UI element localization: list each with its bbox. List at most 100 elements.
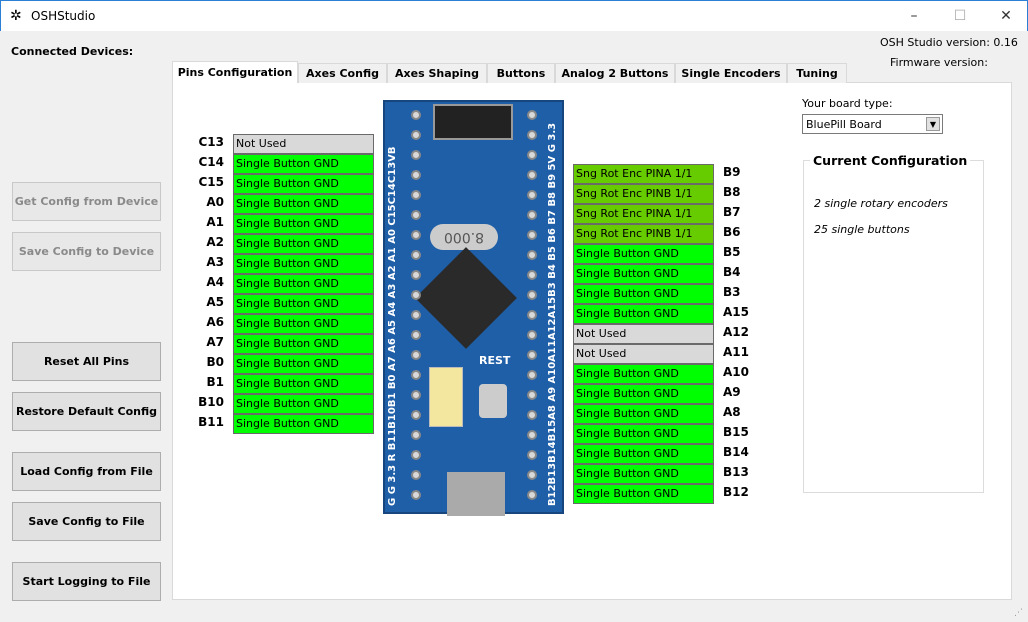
pin-function-select[interactable]: Single Button GND [573, 284, 714, 304]
pin-function-select[interactable]: Single Button GND [233, 294, 374, 314]
reset-silk: REST [479, 354, 511, 367]
pin-hole [411, 350, 421, 360]
pin-function-select[interactable]: Single Button GND [573, 444, 714, 464]
maximize-button[interactable]: ☐ [953, 8, 967, 24]
pin-label: A8 [723, 405, 741, 419]
pin-function-select[interactable]: Single Button GND [573, 404, 714, 424]
tab-analog-2-buttons[interactable]: Analog 2 Buttons [555, 63, 675, 83]
pin-label: A0 [206, 195, 224, 209]
save-config-button[interactable]: Save Config to Device [12, 232, 161, 271]
pin-label: A10 [723, 365, 749, 379]
tab-tuning[interactable]: Tuning [787, 63, 847, 83]
pin-hole [527, 230, 537, 240]
pin-function-select[interactable]: Sng Rot Enc PINB 1/1 [573, 224, 714, 244]
pin-hole [527, 390, 537, 400]
reset-pins-button[interactable]: Reset All Pins [12, 342, 161, 381]
board-type-select[interactable]: BluePill Board ▼ [802, 114, 943, 134]
pin-function-select[interactable]: Single Button GND [233, 334, 374, 354]
pin-label: A1 [206, 215, 224, 229]
header-pins [433, 104, 513, 140]
right-silkscreen: B12B13B14B15A8 A9 A10A11A12A15B3 B4 B5 B… [547, 122, 558, 506]
pin-function-select[interactable]: Sng Rot Enc PINA 1/1 [573, 204, 714, 224]
pin-label: B8 [723, 185, 741, 199]
pin-function-select[interactable]: Not Used [573, 324, 714, 344]
window-title: OSHStudio [31, 9, 96, 23]
pin-function-select[interactable]: Single Button GND [573, 384, 714, 404]
pin-label: B7 [723, 205, 741, 219]
pin-function-select[interactable]: Single Button GND [233, 414, 374, 434]
pin-function-select[interactable]: Single Button GND [233, 394, 374, 414]
pin-hole [411, 390, 421, 400]
pin-hole [411, 370, 421, 380]
pin-function-select[interactable]: Not Used [233, 134, 374, 154]
restore-default-button[interactable]: Restore Default Config [12, 392, 161, 431]
board-type-value: BluePill Board [806, 118, 882, 131]
resize-grip[interactable]: ⋰ [1014, 608, 1023, 618]
pin-label: A11 [723, 345, 749, 359]
pin-function-select[interactable]: Single Button GND [233, 214, 374, 234]
pin-function-select[interactable]: Single Button GND [573, 484, 714, 504]
pin-hole [527, 250, 537, 260]
pin-label: A2 [206, 235, 224, 249]
pin-function-select[interactable]: Sng Rot Enc PINB 1/1 [573, 184, 714, 204]
pin-hole [527, 350, 537, 360]
pin-function-select[interactable]: Single Button GND [233, 254, 374, 274]
pin-function-select[interactable]: Single Button GND [573, 464, 714, 484]
pin-hole [527, 430, 537, 440]
pin-function-select[interactable]: Single Button GND [233, 374, 374, 394]
pin-label: B1 [206, 375, 225, 389]
crystal: 8.000 [430, 224, 498, 250]
pin-hole [411, 410, 421, 420]
save-file-button[interactable]: Save Config to File [12, 502, 161, 541]
pin-function-select[interactable]: Single Button GND [573, 244, 714, 264]
pin-function-select[interactable]: Single Button GND [233, 194, 374, 214]
pin-hole [411, 190, 421, 200]
pin-function-select[interactable]: Single Button GND [233, 234, 374, 254]
pin-label: B13 [723, 465, 749, 479]
pin-label: A7 [206, 335, 224, 349]
pin-hole [527, 470, 537, 480]
pin-hole [527, 270, 537, 280]
pin-hole [527, 150, 537, 160]
pin-function-select[interactable]: Single Button GND [233, 174, 374, 194]
title-bar: ✲ OSHStudio – ☐ ✕ [0, 0, 1028, 31]
load-config-button[interactable]: Load Config from File [12, 452, 161, 491]
pin-hole [527, 170, 537, 180]
tab-axes-shaping[interactable]: Axes Shaping [387, 63, 487, 83]
get-config-button[interactable]: Get Config from Device [12, 182, 161, 221]
pin-label: A9 [723, 385, 741, 399]
tab-single-encoders[interactable]: Single Encoders [675, 63, 787, 83]
pin-hole [527, 410, 537, 420]
pin-function-select[interactable]: Single Button GND [233, 154, 374, 174]
pin-label: A3 [206, 255, 224, 269]
pin-function-select[interactable]: Single Button GND [573, 264, 714, 284]
tab-pins-configuration[interactable]: Pins Configuration [172, 61, 298, 83]
pin-hole [527, 130, 537, 140]
start-logging-button[interactable]: Start Logging to File [12, 562, 161, 601]
tab-buttons[interactable]: Buttons [487, 63, 555, 83]
pin-label: B15 [723, 425, 749, 439]
pin-function-select[interactable]: Not Used [573, 344, 714, 364]
pin-label: B0 [206, 355, 225, 369]
pin-function-select[interactable]: Single Button GND [573, 304, 714, 324]
pin-hole [527, 110, 537, 120]
pin-function-select[interactable]: Sng Rot Enc PINA 1/1 [573, 164, 714, 184]
pin-function-select[interactable]: Single Button GND [233, 314, 374, 334]
close-button[interactable]: ✕ [1000, 8, 1012, 24]
pin-label: A6 [206, 315, 224, 329]
pin-hole [411, 130, 421, 140]
pin-label: A4 [206, 275, 224, 289]
pin-label: A5 [206, 295, 224, 309]
pin-function-select[interactable]: Single Button GND [573, 424, 714, 444]
pin-hole [411, 430, 421, 440]
pin-function-select[interactable]: Single Button GND [233, 354, 374, 374]
pin-function-select[interactable]: Single Button GND [233, 274, 374, 294]
current-config-title: Current Configuration [810, 153, 971, 168]
reset-button-image [479, 384, 507, 418]
chevron-down-icon[interactable]: ▼ [926, 117, 940, 131]
pin-function-select[interactable]: Single Button GND [573, 364, 714, 384]
minimize-button[interactable]: – [910, 8, 918, 24]
pin-hole [527, 310, 537, 320]
pin-hole [411, 470, 421, 480]
tab-axes-config[interactable]: Axes Config [298, 63, 387, 83]
